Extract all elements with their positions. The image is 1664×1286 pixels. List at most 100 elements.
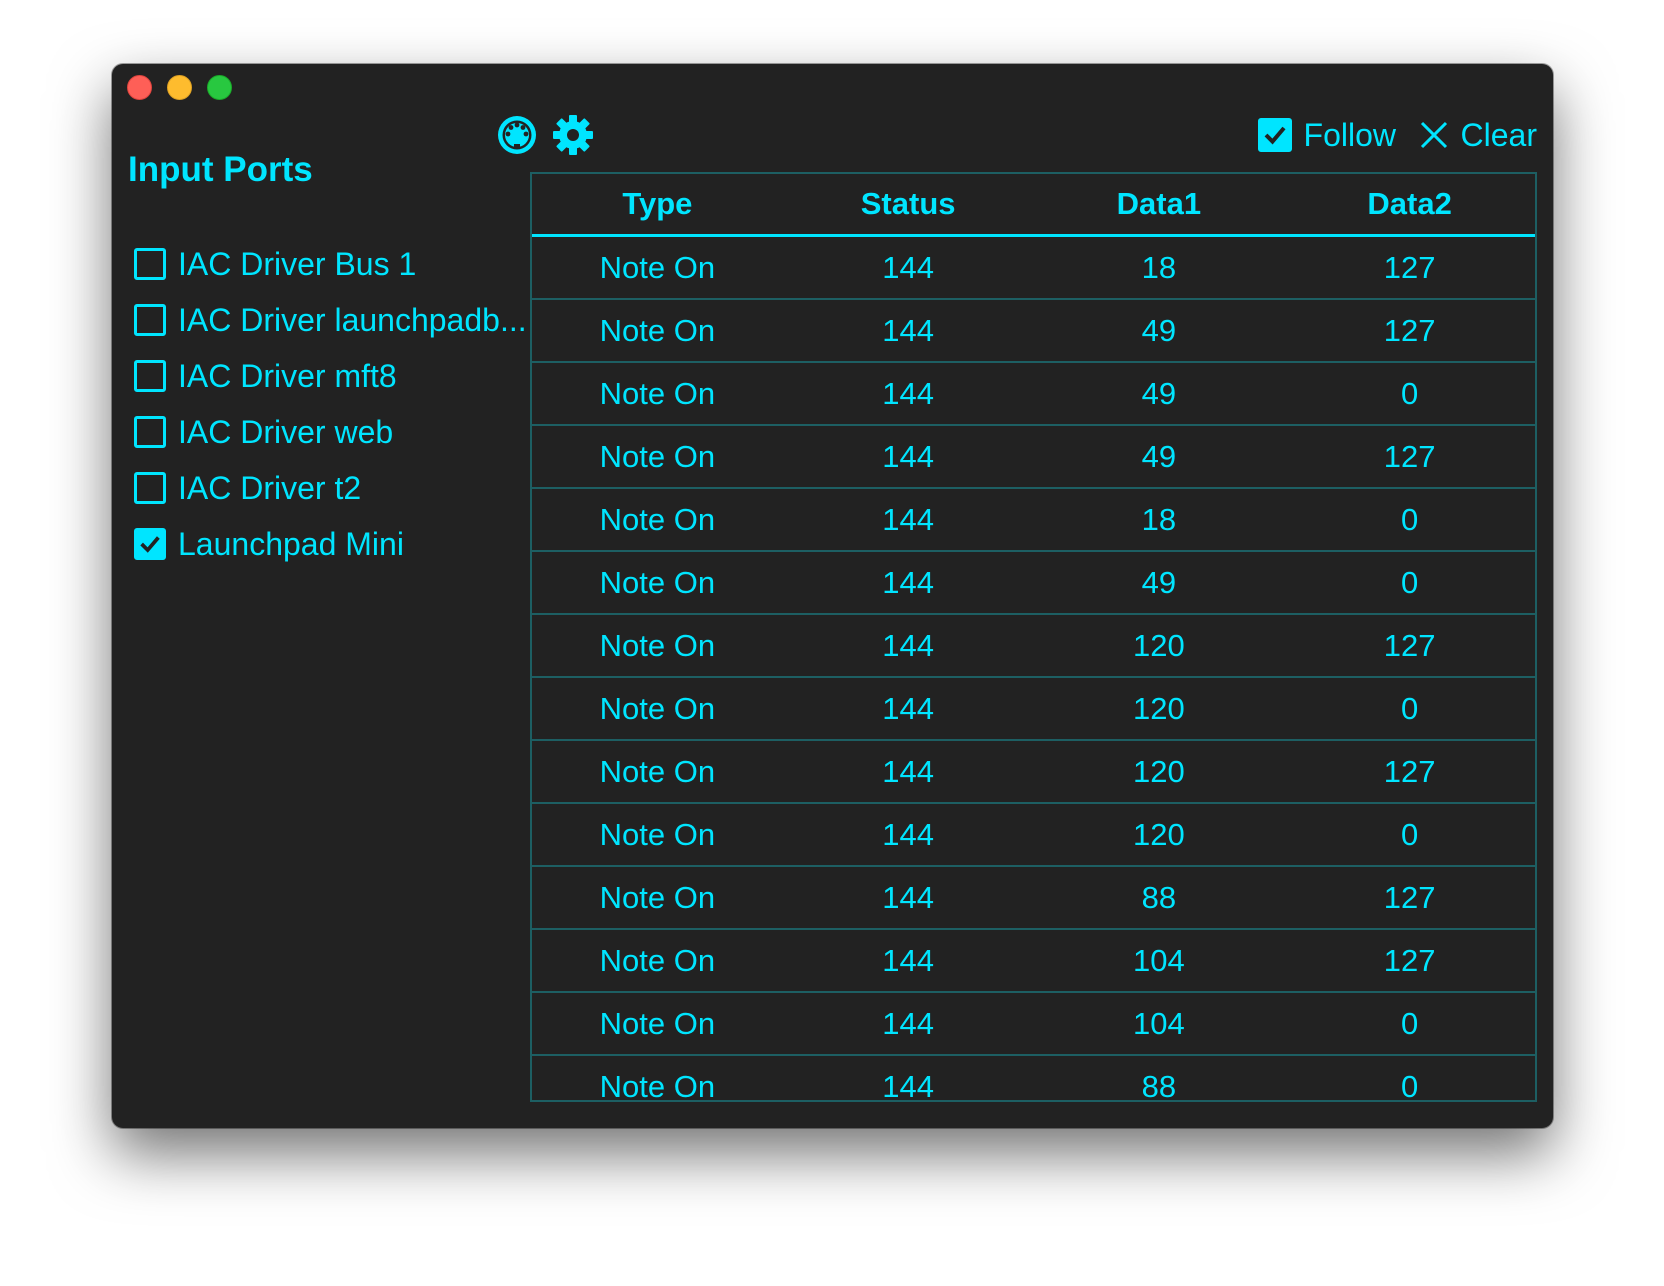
cell-data1: 120 [1033,677,1285,741]
cell-data1: 88 [1141,1068,1177,1104]
window-close-button[interactable] [127,75,152,100]
checkmark-icon [140,536,160,553]
follow-label: Follow [1303,116,1396,153]
cell-type: Note On [532,235,783,300]
cell-data1: 49 [1033,362,1285,426]
table-row[interactable]: Note On 144 120 127 [532,740,1535,804]
column-header-data1[interactable]: Data1 [1033,174,1285,237]
cell-data2: 0 [1284,677,1535,741]
midi-monitor-window: Input Ports IAC Driver Bus 1 IAC Driver l… [112,64,1553,1128]
table-row[interactable]: Note On 144 18 127 [532,235,1535,300]
table-row[interactable]: Note On 144 49 0 [532,362,1535,426]
input-port-item[interactable]: IAC Driver t2 [134,460,534,516]
input-port-item[interactable]: Launchpad Mini [134,516,534,572]
input-port-checkbox[interactable] [134,416,166,448]
cell-status: 144 [782,425,1034,489]
table-row[interactable]: Note On 144 104 0 [532,992,1535,1056]
input-port-label: IAC Driver t2 [178,469,362,506]
follow-checkbox[interactable] [1257,118,1292,152]
cell-data2: 0 [1284,992,1535,1056]
sidebar-title: Input Ports [128,150,313,189]
cell-type: Note On [532,362,783,426]
cell-status: 144 [782,362,1034,426]
cell-data1: 18 [1033,488,1285,552]
cell-data1: 104 [1033,929,1285,993]
input-port-label: IAC Driver Bus 1 [178,245,417,282]
column-header-type[interactable]: Type [532,174,783,237]
cell-data1: 120 [1033,614,1285,678]
cell-data2: 0 [1284,803,1535,867]
table-row[interactable]: Note On 144 120 0 [532,803,1535,867]
table-row[interactable]: Note On 144 18 0 [532,488,1535,552]
table-row[interactable]: Note On 144 104 127 [532,929,1535,993]
cell-type: Note On [532,992,783,1056]
cell-status: 144 [782,677,1034,741]
column-header-data2[interactable]: Data2 [1284,174,1535,237]
gear-icon[interactable] [552,114,594,156]
cell-data2: 0 [1401,1068,1419,1104]
cell-data1: 18 [1033,235,1285,300]
input-port-label: IAC Driver web [178,413,394,450]
cell-status: 144 [782,551,1034,615]
input-port-item[interactable]: IAC Driver launchpadb... [134,292,534,348]
cell-status: 144 [782,929,1034,993]
table-row[interactable]: Note On 144 49 127 [532,425,1535,489]
clear-button[interactable]: Clear [1419,112,1537,158]
cell-data2: 127 [1284,929,1535,993]
cell-data1: 49 [1033,425,1285,489]
cell-data2: 0 [1284,488,1535,552]
input-port-item[interactable]: IAC Driver web [134,404,534,460]
input-ports-list: IAC Driver Bus 1 IAC Driver launchpadb...… [134,236,534,572]
cell-type: Note On [599,1068,716,1104]
cell-type: Note On [532,488,783,552]
table-row[interactable]: Note On 144 88 0 [532,1055,1535,1117]
cell-data2: 127 [1284,866,1535,930]
table-row[interactable]: Note On 144 120 127 [532,614,1535,678]
checkmark-icon [1264,126,1286,145]
table-row[interactable]: Note On 144 120 0 [532,677,1535,741]
table-header-row: Type Status Data1 Data2 [532,174,1535,237]
midi-connector-icon[interactable] [496,114,538,156]
cell-status: 144 [782,614,1034,678]
input-port-item[interactable]: IAC Driver Bus 1 [134,236,534,292]
cell-status: 144 [782,992,1034,1056]
input-port-checkbox[interactable] [134,248,166,280]
table-row[interactable]: Note On 144 88 127 [532,866,1535,930]
midi-messages-table: Type Status Data1 Data2 Note On 144 18 127 N… [530,172,1537,1104]
cell-data2: 0 [1284,551,1535,615]
window-minimize-button[interactable] [167,75,192,100]
cell-type: Note On [532,677,783,741]
close-icon [1420,121,1447,149]
cell-type: Note On [532,803,783,867]
cell-status: 144 [782,299,1034,363]
cell-type: Note On [532,866,783,930]
window-maximize-button[interactable] [207,75,232,100]
cell-status: 144 [782,740,1034,804]
cell-status: 144 [782,866,1034,930]
cell-data2: 127 [1284,614,1535,678]
input-port-label: IAC Driver mft8 [178,357,397,394]
cell-data2: 0 [1284,362,1535,426]
table-row[interactable]: Note On 144 49 127 [532,299,1535,363]
clear-label: Clear [1460,116,1537,153]
cell-type: Note On [532,929,783,993]
input-port-checkbox[interactable] [134,472,166,504]
cell-type: Note On [532,740,783,804]
input-port-label: Launchpad Mini [178,525,404,562]
cell-data1: 104 [1033,992,1285,1056]
cell-status: 144 [782,235,1034,300]
cell-type: Note On [532,425,783,489]
cell-data2: 127 [1284,235,1535,300]
input-port-checkbox[interactable] [134,528,166,560]
input-port-checkbox[interactable] [134,360,166,392]
input-port-checkbox[interactable] [134,304,166,336]
cell-status: 144 [782,803,1034,867]
column-header-status[interactable]: Status [782,174,1034,237]
table-row[interactable]: Note On 144 49 0 [532,551,1535,615]
input-port-item[interactable]: IAC Driver mft8 [134,348,534,404]
cell-data1: 49 [1033,551,1285,615]
cell-type: Note On [532,299,783,363]
follow-toggle[interactable]: Follow [1257,112,1396,158]
input-port-label: IAC Driver launchpadb... [178,301,527,338]
cell-data2: 127 [1284,299,1535,363]
